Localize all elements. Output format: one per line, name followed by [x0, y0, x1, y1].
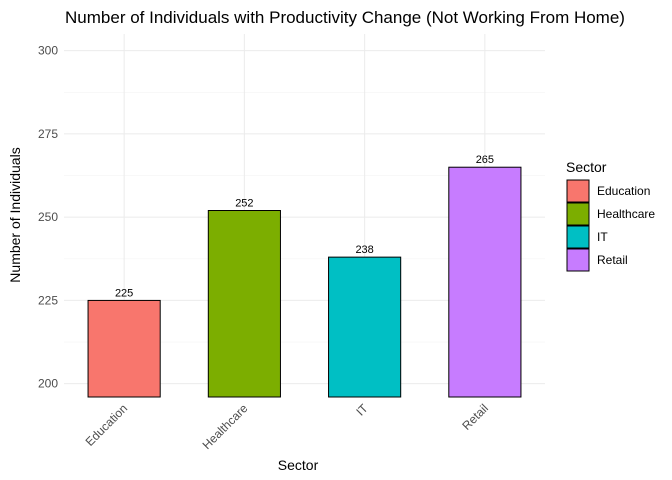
- x-axis-ticks: Education Healthcare IT Retail: [83, 401, 491, 452]
- legend-swatch-it: [566, 225, 590, 249]
- legend-label-it: IT: [597, 230, 608, 244]
- data-labels: 225 252 238 265: [115, 154, 494, 299]
- x-tick-label-it: IT: [353, 401, 371, 419]
- x-tick-label-retail: Retail: [459, 401, 491, 433]
- chart-title: Number of Individuals with Productivity …: [65, 8, 625, 27]
- bar-retail: [448, 166, 522, 398]
- data-label-healthcare: 252: [235, 198, 253, 210]
- legend-items: Education Healthcare IT Retail: [566, 179, 655, 272]
- data-label-it: 238: [355, 244, 373, 256]
- legend-swatch-retail: [566, 248, 590, 272]
- y-tick-label: 200: [38, 377, 58, 391]
- y-axis-title: Number of Individuals: [7, 147, 23, 282]
- data-label-education: 225: [115, 287, 133, 299]
- y-tick-label: 250: [38, 210, 58, 224]
- legend-label-retail: Retail: [597, 253, 628, 267]
- y-tick-label: 300: [38, 44, 58, 58]
- x-axis-title: Sector: [278, 457, 319, 473]
- bar-education: [87, 299, 161, 398]
- bar-healthcare: [207, 210, 281, 398]
- y-tick-label: 225: [38, 293, 58, 307]
- data-label-retail: 265: [476, 154, 494, 166]
- legend-label-healthcare: Healthcare: [597, 207, 655, 221]
- legend-swatch-education: [566, 179, 590, 203]
- y-axis-ticks: 200 225 250 275 300: [38, 44, 58, 391]
- legend-title: Sector: [566, 159, 607, 175]
- bar-it: [328, 256, 402, 398]
- legend: Sector Education Healthcare IT Retail: [566, 159, 655, 272]
- x-tick-label-healthcare: Healthcare: [200, 401, 251, 452]
- y-tick-label: 275: [38, 127, 58, 141]
- legend-label-education: Education: [597, 184, 650, 198]
- bars: [87, 166, 522, 398]
- x-tick-label-education: Education: [83, 401, 131, 449]
- legend-swatch-healthcare: [566, 202, 590, 226]
